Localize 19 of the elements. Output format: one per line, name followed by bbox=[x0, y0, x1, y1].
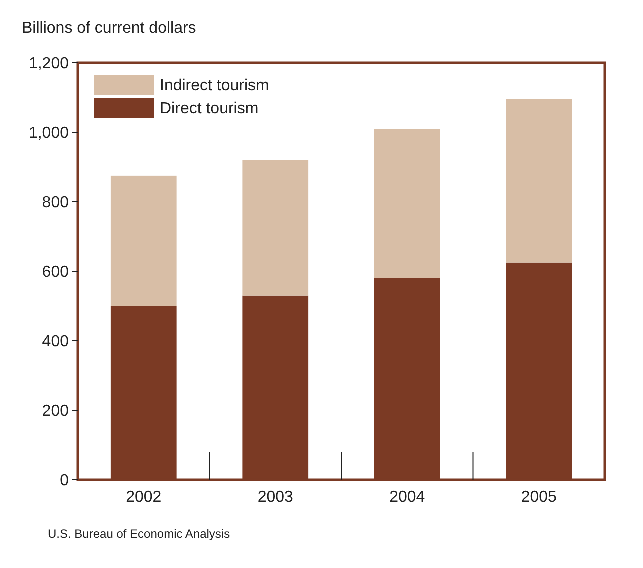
y-tick-label: 1,000 bbox=[28, 125, 70, 142]
bar bbox=[506, 99, 572, 263]
legend-label: Indirect tourism bbox=[160, 78, 270, 95]
bar bbox=[110, 176, 177, 306]
y-tick-label: 200 bbox=[42, 403, 70, 420]
bar bbox=[242, 160, 309, 296]
legend-label: Direct tourism bbox=[160, 100, 259, 118]
y-tick-label: 400 bbox=[42, 334, 70, 351]
y-tick-label: 0 bbox=[60, 472, 70, 490]
y-tick-label: 1,200 bbox=[28, 56, 70, 73]
x-tick-label: 2005 bbox=[521, 489, 558, 506]
y-tick-label: 600 bbox=[42, 264, 70, 282]
text: U.S. Bureau of Economic Analysis bbox=[48, 527, 230, 541]
x-tick-label: 2004 bbox=[390, 489, 426, 506]
x-tick-label: 2002 bbox=[126, 489, 162, 506]
x-tick-label: 2003 bbox=[258, 489, 294, 506]
y-tick-label: 800 bbox=[42, 194, 70, 212]
y-axis-title: Billions of current dollars bbox=[22, 20, 196, 37]
bar bbox=[374, 129, 440, 278]
